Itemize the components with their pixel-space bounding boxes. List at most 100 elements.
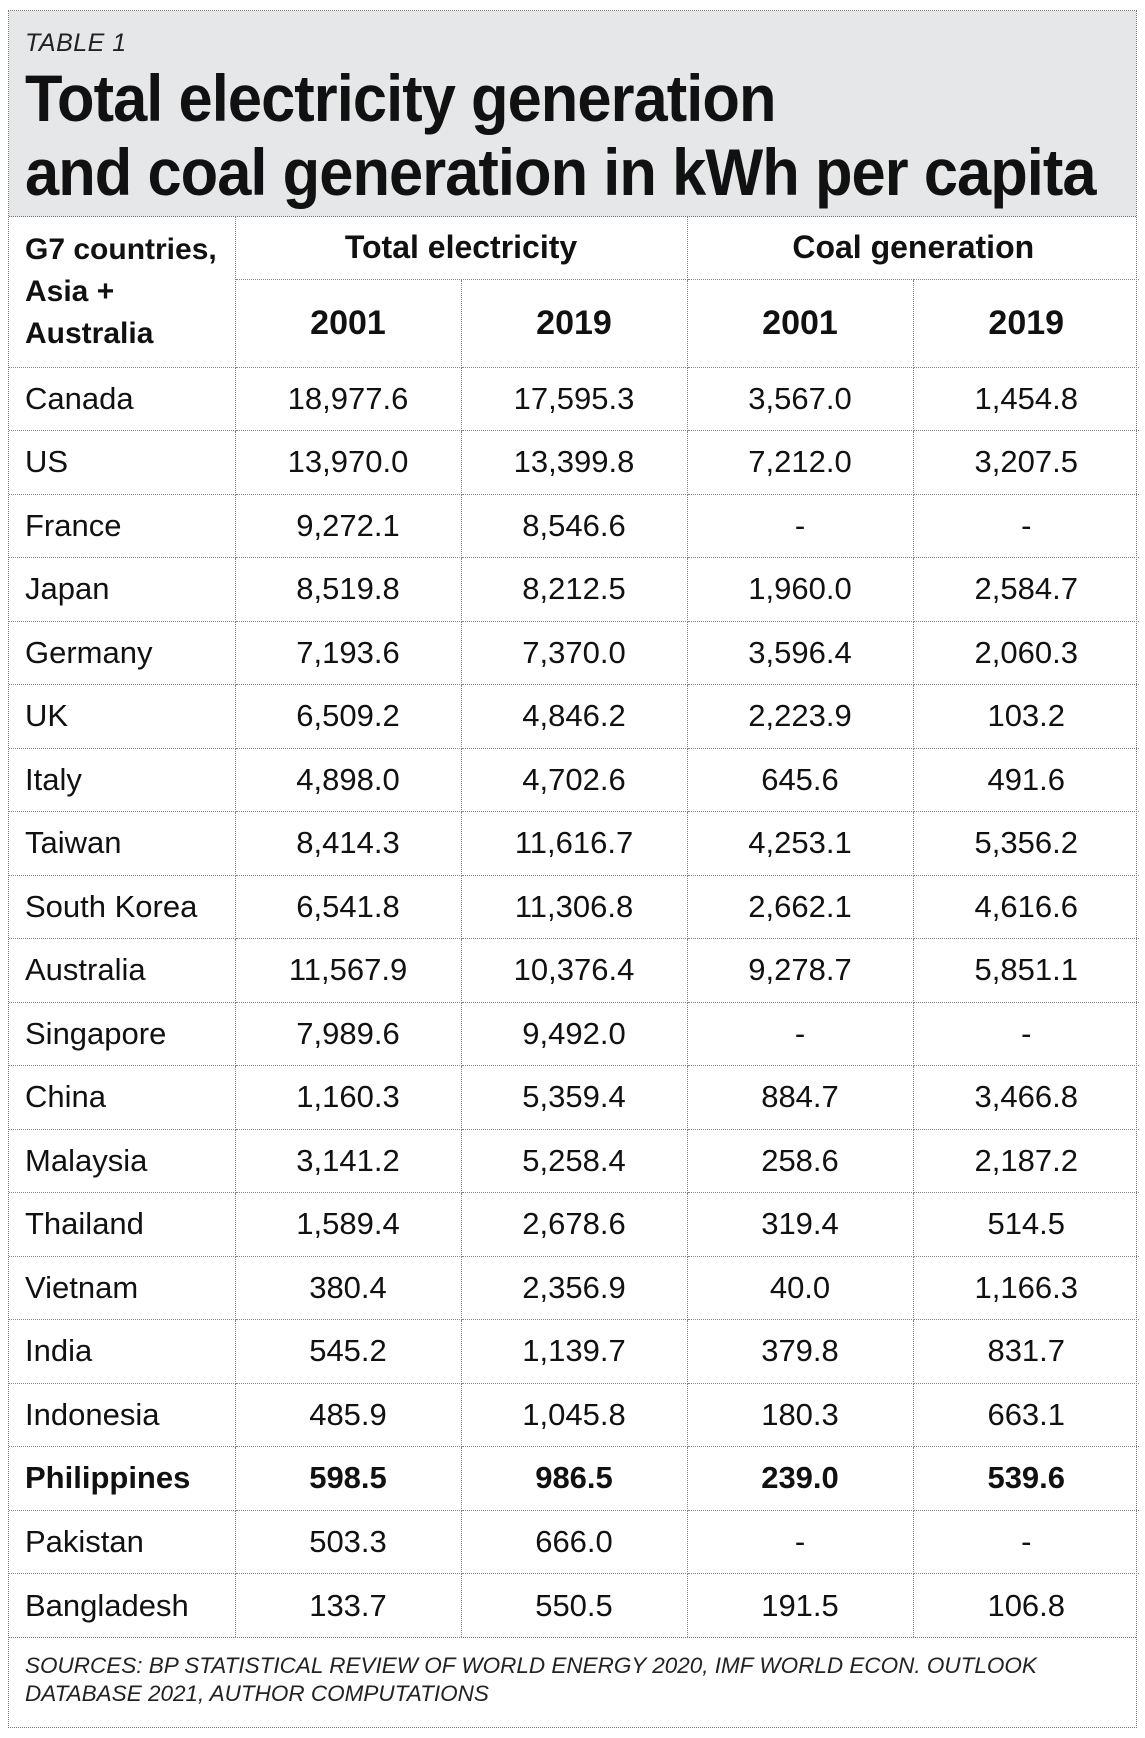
country-cell: Italy [9, 747, 236, 812]
total-2019-cell: 666.0 [460, 1509, 688, 1574]
table-row: India 545.2 1,139.7 379.8 831.7 [9, 1319, 1139, 1384]
coal-2019-cell: 103.2 [912, 684, 1139, 749]
table-row: Canada 18,977.6 17,595.3 3,567.0 1,454.8 [9, 366, 1139, 431]
country-cell: Australia [9, 938, 236, 1003]
country-cell: Germany [9, 620, 236, 685]
coal-2001-cell: 258.6 [686, 1128, 914, 1193]
country-cell: Singapore [9, 1001, 236, 1066]
coal-2001-cell: 2,223.9 [686, 684, 914, 749]
table-label: TABLE 1 [25, 29, 127, 57]
corner-line-3: Australia [25, 316, 154, 350]
coal-2019-cell: 5,356.2 [912, 811, 1139, 876]
coal-2019-cell: 514.5 [912, 1192, 1139, 1257]
coal-2019-cell: - [912, 1001, 1139, 1066]
corner-line-2: Asia + [25, 274, 115, 308]
total-2019-cell: 4,846.2 [460, 684, 688, 749]
total-2001-cell: 13,970.0 [234, 430, 462, 495]
country-cell: South Korea [9, 874, 236, 939]
coal-2019-cell: 539.6 [912, 1446, 1139, 1511]
table-title: Total electricity generation and coal ge… [25, 61, 1097, 209]
total-2019-cell: 17,595.3 [460, 366, 688, 431]
coal-2019-cell: 106.8 [912, 1573, 1139, 1637]
coal-2019-cell: 663.1 [912, 1382, 1139, 1447]
country-cell: China [9, 1065, 236, 1130]
sources-note: SOURCES: BP STATISTICAL REVIEW OF WORLD … [9, 1637, 1136, 1707]
table-row: Philippines 598.5 986.5 239.0 539.6 [9, 1446, 1139, 1511]
coal-2019-cell: - [912, 493, 1139, 558]
coal-2001-cell: 884.7 [686, 1065, 914, 1130]
total-2019-cell: 7,370.0 [460, 620, 688, 685]
table-row: Germany 7,193.6 7,370.0 3,596.4 2,060.3 [9, 620, 1139, 685]
coal-2019-cell: 831.7 [912, 1319, 1139, 1384]
total-2019-cell: 9,492.0 [460, 1001, 688, 1066]
total-2001-cell: 18,977.6 [234, 366, 462, 431]
total-2019-cell: 550.5 [460, 1573, 688, 1637]
total-2001-cell: 3,141.2 [234, 1128, 462, 1193]
country-cell: Malaysia [9, 1128, 236, 1193]
total-2001-cell: 545.2 [234, 1319, 462, 1384]
country-cell: India [9, 1319, 236, 1384]
table-row: France 9,272.1 8,546.6- - [9, 493, 1139, 558]
year-header: 2001 [686, 278, 914, 368]
total-2019-cell: 4,702.6 [460, 747, 688, 812]
coal-2001-cell: 1,960.0 [686, 557, 914, 622]
group-header-coal: Coal generation [686, 217, 1139, 280]
coal-2019-cell: 2,187.2 [912, 1128, 1139, 1193]
coal-2001-cell: 9,278.7 [686, 938, 914, 1003]
coal-2001-cell: 3,567.0 [686, 366, 914, 431]
table-header: TABLE 1 Total electricity generation and… [9, 11, 1136, 217]
total-2001-cell: 1,160.3 [234, 1065, 462, 1130]
table-row: Vietnam 380.4 2,356.9 40.0 1,166.3 [9, 1255, 1139, 1320]
country-cell: France [9, 493, 236, 558]
total-2019-cell: 5,258.4 [460, 1128, 688, 1193]
table-row: Singapore 7,989.6 9,492.0- - [9, 1001, 1139, 1066]
total-2019-cell: 986.5 [460, 1446, 688, 1511]
corner-header: G7 countries, Asia + Australia [9, 217, 236, 368]
country-cell: US [9, 430, 236, 495]
coal-2001-cell: 4,253.1 [686, 811, 914, 876]
total-2001-cell: 7,989.6 [234, 1001, 462, 1066]
total-2019-cell: 11,306.8 [460, 874, 688, 939]
title-line-1: Total electricity generation [25, 61, 776, 135]
country-cell: Canada [9, 366, 236, 431]
group-header-total: Total electricity [234, 217, 688, 280]
coal-2001-cell: 3,596.4 [686, 620, 914, 685]
total-2019-cell: 1,139.7 [460, 1319, 688, 1384]
total-2001-cell: 485.9 [234, 1382, 462, 1447]
total-2019-cell: 11,616.7 [460, 811, 688, 876]
year-header: 2019 [460, 278, 688, 368]
year-header: 2019 [912, 278, 1139, 368]
total-2001-cell: 380.4 [234, 1255, 462, 1320]
total-2001-cell: 11,567.9 [234, 938, 462, 1003]
total-2019-cell: 5,359.4 [460, 1065, 688, 1130]
table-row: Taiwan 8,414.3 11,616.7 4,253.1 5,356.2 [9, 811, 1139, 876]
total-2019-cell: 2,356.9 [460, 1255, 688, 1320]
table-row: Malaysia 3,141.2 5,258.4 258.6 2,187.2 [9, 1128, 1139, 1193]
total-2001-cell: 1,589.4 [234, 1192, 462, 1257]
total-2019-cell: 8,212.5 [460, 557, 688, 622]
coal-2019-cell: 5,851.1 [912, 938, 1139, 1003]
title-line-2: and coal generation in kWh per capita [25, 135, 1097, 209]
coal-2001-cell: 319.4 [686, 1192, 914, 1257]
coal-2019-cell: 2,584.7 [912, 557, 1139, 622]
total-2001-cell: 503.3 [234, 1509, 462, 1574]
table-row: UK 6,509.2 4,846.2 2,223.9 103.2 [9, 684, 1139, 749]
coal-2001-cell: 7,212.0 [686, 430, 914, 495]
country-cell: Pakistan [9, 1509, 236, 1574]
total-2001-cell: 6,541.8 [234, 874, 462, 939]
coal-2019-cell: 3,207.5 [912, 430, 1139, 495]
country-cell: Vietnam [9, 1255, 236, 1320]
total-2001-cell: 9,272.1 [234, 493, 462, 558]
table-row: Indonesia 485.9 1,045.8 180.3 663.1 [9, 1382, 1139, 1447]
total-2019-cell: 13,399.8 [460, 430, 688, 495]
table-row: Bangladesh 133.7 550.5 191.5 106.8 [9, 1573, 1139, 1637]
country-cell: Taiwan [9, 811, 236, 876]
coal-2001-cell: 379.8 [686, 1319, 914, 1384]
corner-line-1: G7 countries, [25, 232, 217, 266]
coal-2001-cell: - [686, 493, 914, 558]
coal-2001-cell: - [686, 1001, 914, 1066]
table-row: Japan 8,519.8 8,212.5 1,960.0 2,584.7 [9, 557, 1139, 622]
coal-2019-cell: 4,616.6 [912, 874, 1139, 939]
total-2019-cell: 2,678.6 [460, 1192, 688, 1257]
table-row: Pakistan 503.3 666.0- - [9, 1509, 1139, 1574]
